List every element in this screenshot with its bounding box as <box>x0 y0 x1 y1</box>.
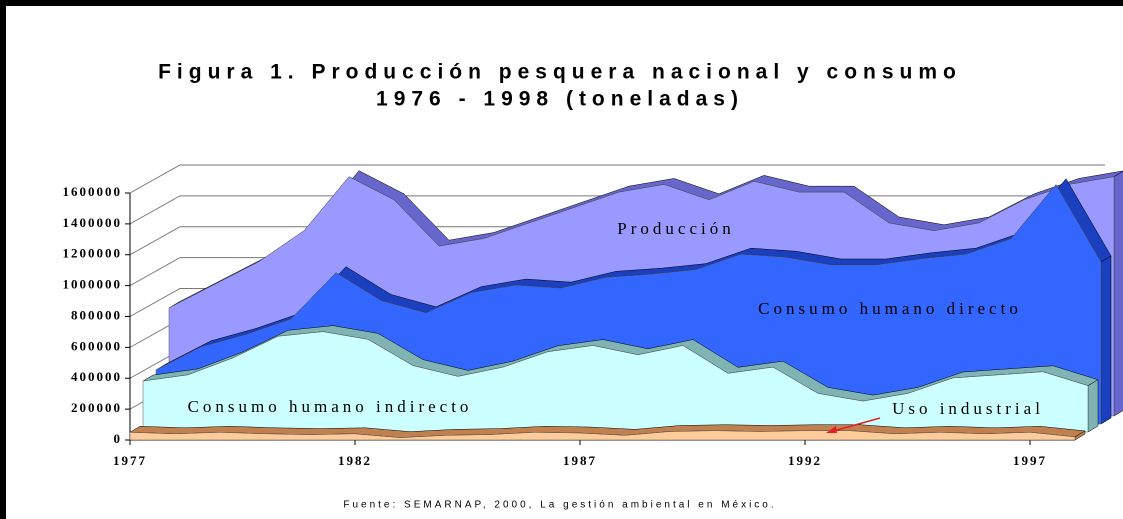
y-tick-label: 800000 <box>71 307 122 322</box>
chart-subtitle: 1976 - 1998 (toneladas) <box>376 88 744 111</box>
series-label: Uso industrial <box>892 399 1044 418</box>
pointer-arrow <box>829 417 881 433</box>
x-tick-label: 1977 <box>113 453 147 468</box>
y-tick-label: 600000 <box>71 338 122 353</box>
area <box>142 331 1089 433</box>
x-tick-label: 1992 <box>788 453 822 468</box>
series-label: Consumo humano directo <box>758 299 1022 318</box>
area <box>129 430 1076 441</box>
y-tick-label: 1600000 <box>63 184 123 199</box>
x-tick-label: 1997 <box>1013 453 1047 468</box>
x-tick-label: 1982 <box>338 453 372 468</box>
y-tick-label: 1200000 <box>63 246 123 261</box>
y-tick-label: 400000 <box>71 369 122 384</box>
y-tick-label: 0 <box>114 431 123 446</box>
grid-line <box>129 164 1105 194</box>
x-tick-label: 1987 <box>563 453 597 468</box>
y-tick-label: 1000000 <box>63 277 123 292</box>
area-side <box>1100 255 1112 425</box>
series-label: Consumo humano indirecto <box>188 397 473 416</box>
pointer-head <box>826 426 837 433</box>
y-tick-label: 200000 <box>71 400 122 415</box>
source: Fuente: SEMARNAP, 2000, La gestión ambie… <box>343 500 776 511</box>
area-side <box>1113 171 1123 417</box>
area-side <box>1087 379 1099 433</box>
y-tick-label: 1400000 <box>63 215 123 230</box>
chart-title: Figura 1. Producción pesquera nacional y… <box>158 61 962 84</box>
series-label: Producción <box>617 219 734 238</box>
